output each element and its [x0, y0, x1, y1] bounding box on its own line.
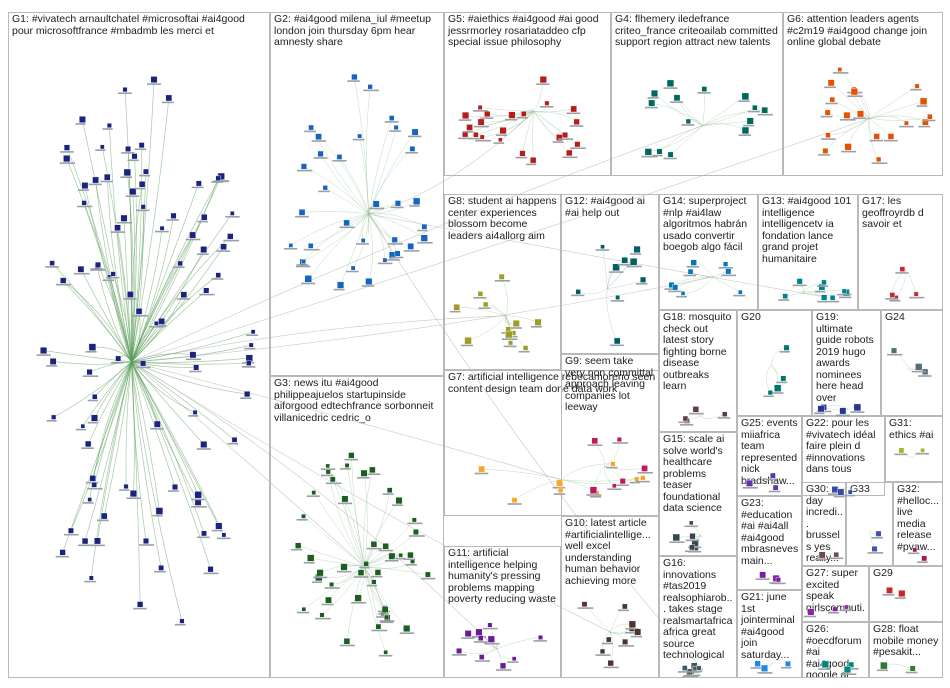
group-label-g8: G8: student ai happens center experience… — [448, 195, 560, 242]
group-panel-g16: G16: innovations #tas2019 realsophiarob.… — [659, 556, 737, 678]
group-panel-g31: G31: ethics #ai — [885, 416, 943, 482]
group-panel-g19: G19: ultimate guide robots 2019 hugo awa… — [812, 310, 881, 416]
group-panel-g2: G2: #ai4good milena_iul #meetup london j… — [270, 12, 444, 376]
group-panel-g25: G25: events miiafrica team represented n… — [737, 416, 802, 496]
group-label-g25: G25: events miiafrica team represented n… — [741, 417, 801, 487]
group-panel-g8: G8: student ai happens center experience… — [444, 194, 561, 370]
group-label-g4: G4: flhemery iledefrance criteo_france c… — [615, 13, 781, 48]
group-panel-g21: G21: june 1st jointerminal #ai4good join… — [737, 590, 802, 678]
group-label-g18: G18: mosquito check out latest story fig… — [663, 311, 735, 392]
group-panel-g24: G24 — [881, 310, 943, 416]
group-panel-g18: G18: mosquito check out latest story fig… — [659, 310, 737, 432]
group-label-g10: G10: latest article #artificialintellige… — [565, 517, 654, 587]
group-label-g12: G12: #ai4good ai #ai help out — [565, 195, 648, 219]
group-panel-g30: G30: day incredi... brussels yes really.… — [802, 482, 846, 566]
group-label-g16: G16: innovations #tas2019 realsophiarob.… — [663, 557, 736, 661]
group-panel-g6: G6: attention leaders agents #c2m19 #ai4… — [783, 12, 943, 176]
group-label-g14: G14: superproject #nlp #ai4law algoritmo… — [663, 195, 750, 253]
group-panel-g23: G23: #education #ai #ai4all #ai4good mbr… — [737, 496, 802, 590]
group-label-g5: G5: #aiethics #ai4good #ai good jessrmor… — [448, 13, 602, 48]
group-panel-g14: G14: superproject #nlp #ai4law algoritmo… — [659, 194, 758, 310]
group-panel-g3: G3: news itu #ai4good philippeajuelos st… — [270, 376, 444, 678]
group-panel-g13: G13: #ai4good 101 intelligence intellige… — [758, 194, 858, 310]
group-panel-g33: G33 — [846, 482, 893, 566]
group-panel-g10: G10: latest article #artificialintellige… — [561, 516, 659, 678]
group-label-g28: G28: float mobile money #pesakit... — [873, 623, 942, 658]
group-label-g6: G6: attention leaders agents #c2m19 #ai4… — [787, 13, 931, 48]
group-label-g22: G22: pour les #vivatech idéal faire plei… — [806, 417, 879, 475]
group-panel-g15: G15: scale ai solve world's healthcare p… — [659, 432, 737, 556]
group-panel-g17: G17: les geoffroyrdb d savoir et — [858, 194, 943, 310]
group-label-g27: G27: super excited speak girlscomputi... — [806, 567, 865, 622]
group-panel-g28: G28: float mobile money #pesakit... — [869, 622, 943, 678]
group-label-g1: G1: #vivatech arnaultchatel #microsoftai… — [12, 13, 248, 37]
group-label-g29: G29 — [873, 567, 893, 579]
group-label-g19: G19: ultimate guide robots 2019 hugo awa… — [816, 311, 877, 404]
group-panel-g4: G4: flhemery iledefrance criteo_france c… — [611, 12, 783, 176]
group-label-g33: G33 — [850, 483, 870, 495]
group-label-g15: G15: scale ai solve world's healthcare p… — [663, 433, 728, 514]
group-label-g20: G20 — [741, 311, 761, 323]
group-panel-g29: G29 — [869, 566, 943, 622]
group-label-g13: G13: #ai4good 101 intelligence intellige… — [762, 195, 855, 265]
group-label-g9: G9: seem take very non committal approac… — [565, 355, 657, 413]
group-label-g21: G21: june 1st jointerminal #ai4good join… — [741, 591, 798, 661]
group-label-g23: G23: #education #ai #ai4all #ai4good mbr… — [741, 497, 802, 567]
group-panel-g27: G27: super excited speak girlscomputi... — [802, 566, 869, 622]
group-panel-g9: G9: seem take very non committal approac… — [561, 354, 659, 516]
group-panel-g20: G20 — [737, 310, 812, 416]
group-panel-g26: G26: #oecdforum #ai #ai4good google ai — [802, 622, 869, 678]
group-label-g17: G17: les geoffroyrdb d savoir et — [862, 195, 927, 230]
group-label-g11: G11: artificial intelligence helping hum… — [448, 547, 556, 605]
group-label-g30: G30: day incredi... brussels yes really.… — [806, 483, 843, 564]
group-panel-g11: G11: artificial intelligence helping hum… — [444, 546, 561, 678]
group-label-g26: G26: #oecdforum #ai #ai4good google ai — [806, 623, 865, 678]
group-panel-g12: G12: #ai4good ai #ai help out — [561, 194, 659, 354]
group-label-g2: G2: #ai4good milena_iul #meetup london j… — [274, 13, 434, 48]
group-label-g24: G24 — [885, 311, 905, 323]
group-label-g31: G31: ethics #ai — [889, 417, 934, 441]
group-panel-g32: G32: #helloc... live media release #pvaw… — [893, 482, 943, 566]
group-panel-g1: G1: #vivatech arnaultchatel #microsoftai… — [8, 12, 270, 678]
group-label-g32: G32: #helloc... live media release #pvaw… — [897, 483, 942, 553]
group-label-g3: G3: news itu #ai4good philippeajuelos st… — [274, 377, 437, 424]
group-panel-g5: G5: #aiethics #ai4good #ai good jessrmor… — [444, 12, 611, 176]
